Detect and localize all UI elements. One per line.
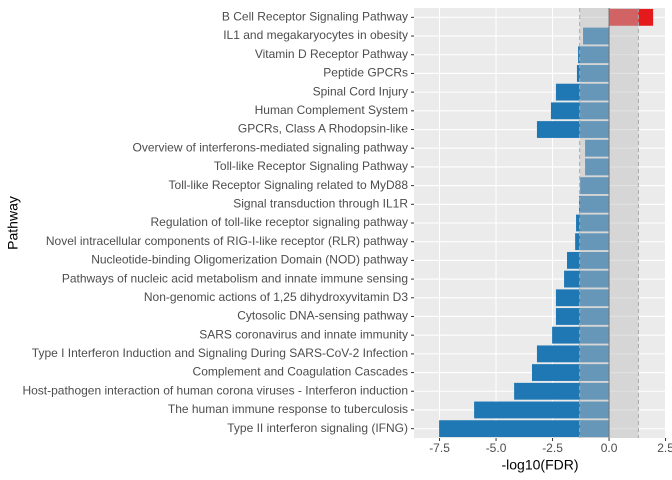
bar (555, 308, 610, 325)
y-tick-label: Type I Interferon Induction and Signalin… (32, 346, 408, 360)
y-tick-label: Toll-like Receptor Signaling related to … (169, 178, 409, 192)
x-tick-label: -2.5 (542, 441, 563, 455)
y-axis-title: Pathway (5, 196, 21, 250)
y-tick-label: Nucleotide-binding Oligomerization Domai… (91, 253, 408, 267)
y-tick-label: Regulation of toll-like receptor signali… (151, 215, 408, 229)
y-tick-label: Novel intracellular components of RIG-I-… (46, 234, 408, 248)
y-tick-label: Type II interferon signaling (IFNG) (227, 421, 408, 435)
y-tick-label: B Cell Receptor Signaling Pathway (222, 10, 408, 24)
bar (531, 364, 610, 381)
bar (550, 102, 610, 120)
y-tick-label: Peptide GPCRs (323, 66, 408, 80)
y-tick-label: Toll-like Receptor Signaling Pathway (214, 159, 408, 173)
x-tick-label: -5.0 (486, 441, 507, 455)
bar (439, 420, 610, 438)
y-tick-label: IL1 and megakaryocytes in obesity (223, 28, 408, 42)
y-tick-label: Host-pathogen interaction of human coron… (22, 383, 408, 397)
y-tick-label: Complement and Coagulation Cascades (193, 365, 408, 379)
bar (576, 65, 610, 82)
x-axis-title: -log10(FDR) (501, 457, 578, 473)
bar (474, 401, 610, 419)
threshold-band (579, 8, 639, 438)
bar (585, 139, 610, 157)
y-tick-label: Overview of interferons-mediated signali… (133, 140, 408, 154)
bar (580, 177, 610, 195)
y-tick-label: GPCRs, Class A Rhodopsin-like (238, 122, 408, 136)
bar (514, 382, 610, 400)
bar (555, 289, 610, 307)
y-tick-label: SARS coronavirus and innate immunity (199, 327, 408, 341)
y-tick-label: Non-genomic actions of 1,25 dihydroxyvit… (144, 290, 408, 304)
bar (555, 83, 610, 101)
bar (585, 158, 610, 176)
y-tick-label: Vitamin D Receptor Pathway (255, 47, 408, 61)
x-tick-label: -7.5 (429, 441, 450, 455)
y-tick-label: Cytosolic DNA-sensing pathway (237, 309, 408, 323)
bar (567, 251, 610, 269)
y-tick-label: Human Complement System (255, 103, 408, 117)
bar (536, 345, 610, 363)
bar (583, 27, 610, 45)
bar (578, 195, 610, 213)
y-tick-label: Spinal Cord Injury (313, 84, 408, 98)
y-tick-label: Pathways of nucleic acid metabolism and … (62, 271, 408, 285)
bar (576, 214, 610, 232)
bar (578, 46, 610, 64)
y-tick-label: The human immune response to tuberculosi… (168, 402, 408, 416)
x-tick-label: 2.5 (657, 441, 672, 455)
bar (536, 121, 610, 138)
x-tick-label: 0.0 (601, 441, 618, 455)
bar (552, 326, 610, 344)
bar (564, 270, 610, 288)
y-tick-label: Signal transduction through IL1R (233, 196, 408, 210)
bar (609, 8, 654, 26)
bar (575, 233, 610, 251)
